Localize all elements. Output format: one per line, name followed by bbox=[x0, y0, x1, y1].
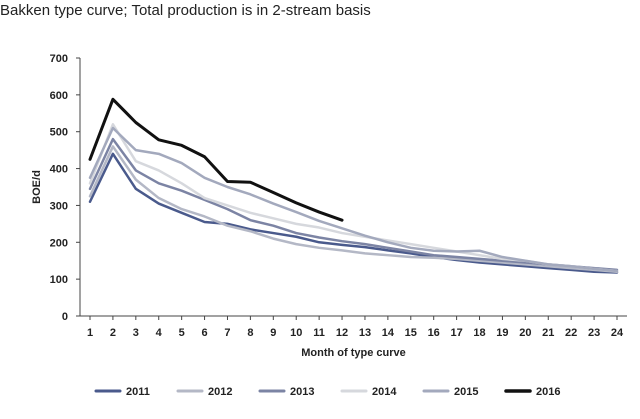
x-tick-label: 8 bbox=[247, 327, 253, 339]
series-line-2013 bbox=[88, 137, 619, 272]
y-tick-label: 100 bbox=[50, 274, 68, 286]
x-tick-label: 16 bbox=[428, 327, 440, 339]
x-tick-label: 3 bbox=[133, 327, 139, 339]
x-tick-label: 20 bbox=[519, 327, 531, 339]
legend-label-2011: 2011 bbox=[126, 386, 150, 398]
legend-label-2014: 2014 bbox=[372, 386, 397, 398]
x-tick-label: 5 bbox=[179, 327, 185, 339]
series-line-2014 bbox=[88, 123, 619, 273]
x-axis-label: Month of type curve bbox=[301, 347, 406, 359]
x-tick-label: 13 bbox=[359, 327, 371, 339]
y-tick-label: 700 bbox=[50, 53, 68, 65]
x-tick-label: 9 bbox=[270, 327, 276, 339]
series-line-2012 bbox=[88, 145, 619, 274]
x-tick-label: 24 bbox=[611, 327, 624, 339]
x-tick-label: 12 bbox=[336, 327, 348, 339]
series-line-2011 bbox=[88, 152, 619, 274]
x-tick-label: 10 bbox=[290, 327, 302, 339]
legend-label-2015: 2015 bbox=[454, 386, 478, 398]
y-tick-label: 400 bbox=[50, 164, 68, 176]
x-tick-label: 7 bbox=[224, 327, 230, 339]
y-axis-label: BOE/d bbox=[31, 170, 43, 204]
series-layer bbox=[88, 97, 619, 274]
x-tick-label: 14 bbox=[382, 327, 395, 339]
chart-title: Bakken type curve; Total production is i… bbox=[0, 2, 371, 19]
x-tick-label: 15 bbox=[405, 327, 417, 339]
y-tick-label: 300 bbox=[50, 200, 68, 212]
x-tick-label: 23 bbox=[588, 327, 600, 339]
y-tick-label: 500 bbox=[50, 127, 68, 139]
legend: 2011 2012 2013 2014 2015 2016 bbox=[94, 386, 560, 398]
x-tick-label: 18 bbox=[473, 327, 485, 339]
y-tick-label: 0 bbox=[62, 311, 68, 323]
legend-label-2016: 2016 bbox=[536, 386, 560, 398]
legend-label-2013: 2013 bbox=[290, 386, 314, 398]
x-tick-label: 2 bbox=[110, 327, 116, 339]
x-tick-label: 4 bbox=[156, 327, 163, 339]
legend-label-2012: 2012 bbox=[208, 386, 232, 398]
series-line-2015 bbox=[88, 126, 619, 273]
x-tick-label: 17 bbox=[450, 327, 462, 339]
x-tick-label: 22 bbox=[565, 327, 577, 339]
x-tick-label: 1 bbox=[87, 327, 93, 339]
axes bbox=[79, 58, 627, 317]
x-tick-label: 11 bbox=[313, 327, 325, 339]
y-tick-label: 200 bbox=[50, 237, 68, 249]
x-tick-label: 19 bbox=[496, 327, 508, 339]
y-tick-label: 600 bbox=[50, 90, 68, 102]
series-line-2016 bbox=[88, 97, 344, 222]
x-tick-label: 6 bbox=[202, 327, 208, 339]
x-tick-label: 21 bbox=[542, 327, 554, 339]
